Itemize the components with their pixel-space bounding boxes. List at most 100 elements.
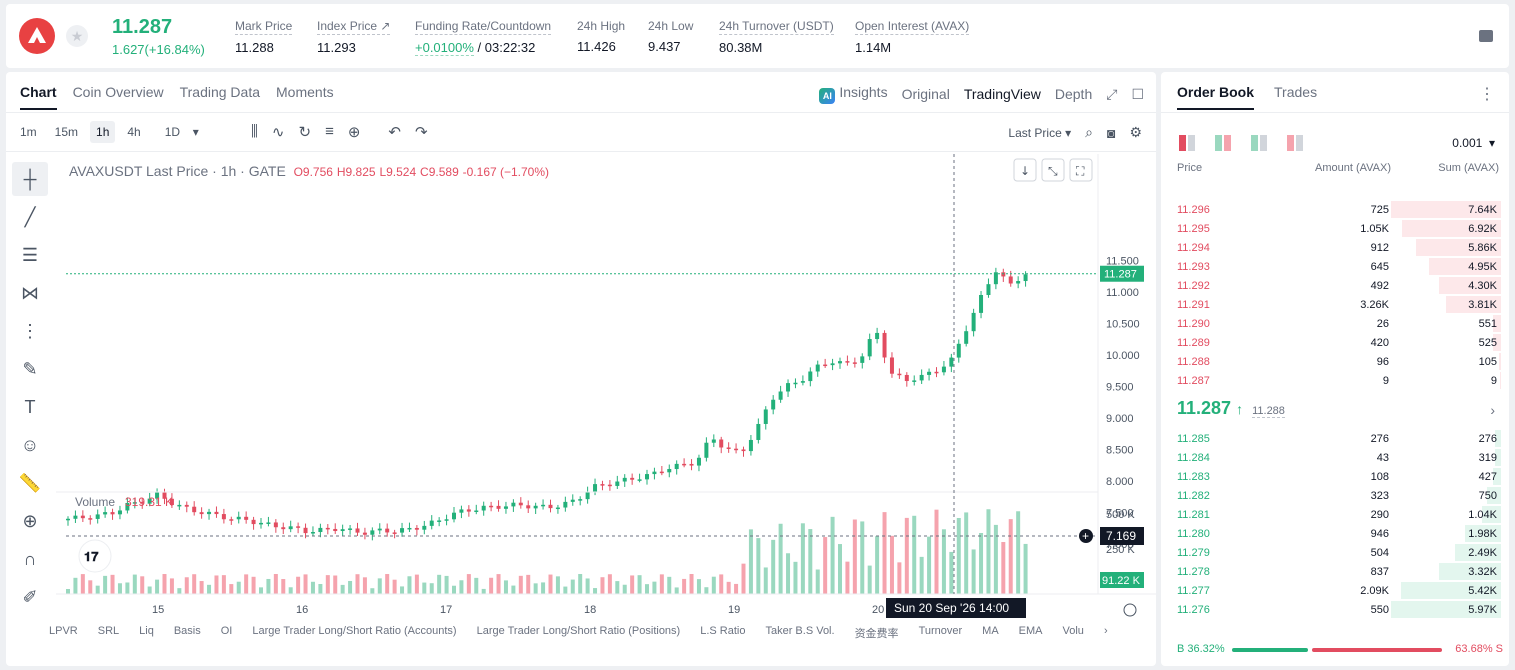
sum: 3.32K xyxy=(1468,566,1497,578)
bid-row[interactable]: 11.281 290 1.04K xyxy=(1161,505,1509,524)
timeframe-1h[interactable]: 1h xyxy=(90,121,116,143)
tab-coin-overview[interactable]: Coin Overview xyxy=(72,84,164,100)
ask-row[interactable]: 11.291 3.26K 3.81K xyxy=(1161,295,1509,314)
search-icon[interactable]: ⌕ xyxy=(1085,124,1093,140)
ai-icon: AI xyxy=(819,88,836,104)
volume-bar xyxy=(437,574,442,594)
undo-icon[interactable]: ↶ xyxy=(388,124,401,141)
tab-trades[interactable]: Trades xyxy=(1274,84,1318,100)
crosshair-icon[interactable]: ┼ xyxy=(12,162,48,196)
tab-original[interactable]: Original xyxy=(901,86,950,102)
precision-select[interactable]: 0.001 ▾ xyxy=(1452,136,1495,150)
replay-icon[interactable]: ↻ xyxy=(298,124,312,141)
timeframe-15m[interactable]: 15m xyxy=(54,125,79,139)
camera-icon[interactable]: ◙ xyxy=(1106,124,1116,141)
bid-row[interactable]: 11.279 504 2.49K xyxy=(1161,543,1509,562)
view-asks-icon[interactable] xyxy=(1287,135,1303,151)
ask-row[interactable]: 11.290 26 551 xyxy=(1161,314,1509,333)
candle-type-icon[interactable]: ⫼ xyxy=(251,123,258,140)
tab-chart[interactable]: Chart xyxy=(20,84,57,110)
fib-icon[interactable]: ⋮ xyxy=(21,320,39,341)
brush-icon[interactable]: ✎ xyxy=(22,358,38,379)
view-mixed-icon[interactable] xyxy=(1215,135,1231,151)
tab-trading-data[interactable]: Trading Data xyxy=(179,84,261,100)
tab-order-book[interactable]: Order Book xyxy=(1177,84,1255,110)
view-both-icon[interactable] xyxy=(1179,135,1195,151)
indicator-tag[interactable]: EMA xyxy=(1018,625,1043,637)
ask-row[interactable]: 11.287 9 9 xyxy=(1161,371,1509,390)
tab-insights[interactable]: AI Insights xyxy=(819,84,888,104)
favorite-star-icon[interactable]: ★ xyxy=(66,25,88,47)
expand-icon[interactable]: ⤢ xyxy=(1106,85,1118,102)
indicator-tag[interactable]: LPVR xyxy=(49,625,78,637)
redo-icon[interactable]: ↷ xyxy=(414,124,428,141)
indicator-tag[interactable]: Basis xyxy=(173,625,201,637)
scroll-right-icon[interactable]: › xyxy=(1103,625,1108,637)
indicator-tag[interactable]: Large Trader Long/Short Ratio (Positions… xyxy=(476,625,681,637)
price-type-select[interactable]: Last Price ▾ xyxy=(1008,125,1072,140)
indicator-tag[interactable]: SRL xyxy=(97,625,120,637)
indicators-icon[interactable]: ∿ xyxy=(271,124,285,141)
bid-row[interactable]: 11.283 108 427 xyxy=(1161,467,1509,486)
candlestick-chart[interactable]: 11.500 11.000 10.500 10.000 9.500 9.000 8.500 8… xyxy=(56,154,1156,624)
ask-row[interactable]: 11.292 492 4.30K xyxy=(1161,276,1509,295)
volume-bar xyxy=(199,581,204,594)
depth-bar xyxy=(1493,334,1501,351)
trendline-icon[interactable]: ╱ xyxy=(24,206,36,227)
pencil-icon[interactable]: ✐ xyxy=(22,586,38,607)
horizontal-lines-icon[interactable]: ☰ xyxy=(21,244,39,265)
zoom-in-icon[interactable]: ⊕ xyxy=(22,510,38,531)
gear-icon[interactable]: ⚙ xyxy=(1129,124,1142,140)
add-alert-icon[interactable]: ⊕ xyxy=(347,124,361,141)
bid-row[interactable]: 11.282 323 750 xyxy=(1161,486,1509,505)
timeframe-4h[interactable]: 4h xyxy=(127,125,141,139)
pattern-icon[interactable]: ⋈ xyxy=(21,282,39,303)
candle-body xyxy=(169,498,174,506)
bid-row[interactable]: 11.284 43 319 xyxy=(1161,448,1509,467)
bid-row[interactable]: 11.276 550 5.97K xyxy=(1161,600,1509,619)
more-icon[interactable]: ⋮ xyxy=(1479,86,1495,103)
window-icon[interactable]: ☐ xyxy=(1131,85,1144,102)
templates-icon[interactable]: ≡ xyxy=(325,123,334,140)
index-price-stat[interactable]: Index Price ↗ 11.293 xyxy=(317,19,391,55)
indicator-tag[interactable]: Liq xyxy=(139,625,154,637)
magnet-icon[interactable]: ∩ xyxy=(23,548,37,569)
candle-body xyxy=(162,492,167,499)
indicator-tag[interactable]: Large Trader Long/Short Ratio (Accounts) xyxy=(252,625,457,637)
indicator-tag[interactable]: Taker B.S Vol. xyxy=(765,625,835,637)
sum: 319 xyxy=(1478,452,1497,464)
view-bids-icon[interactable] xyxy=(1251,135,1267,151)
indicator-tag[interactable]: Turnover xyxy=(918,625,963,637)
bid-row[interactable]: 11.280 946 1.98K xyxy=(1161,524,1509,543)
text-icon[interactable]: T xyxy=(24,396,36,417)
timeframe-1m[interactable]: 1m xyxy=(20,125,37,139)
volume-bar xyxy=(444,575,449,594)
tab-depth[interactable]: Depth xyxy=(1054,86,1093,102)
guide-book-icon[interactable] xyxy=(1479,30,1493,42)
bid-row[interactable]: 11.277 2.09K 5.42K xyxy=(1161,581,1509,600)
ask-row[interactable]: 11.293 645 4.95K xyxy=(1161,257,1509,276)
bid-row[interactable]: 11.285 276 276 xyxy=(1161,429,1509,448)
ask-row[interactable]: 11.296 725 7.64K xyxy=(1161,200,1509,219)
emoji-icon[interactable]: ☺ xyxy=(20,434,40,455)
volume-bar xyxy=(919,556,924,594)
candle-body xyxy=(310,532,315,534)
indicator-tag[interactable]: Volu xyxy=(1062,625,1084,637)
indicator-tag[interactable]: 资金费率 xyxy=(854,628,899,640)
ask-row[interactable]: 11.294 912 5.86K xyxy=(1161,238,1509,257)
tab-tradingview[interactable]: TradingView xyxy=(963,86,1041,102)
tab-moments[interactable]: Moments xyxy=(276,84,334,100)
mark-price-stat: Mark Price 11.288 xyxy=(235,19,293,55)
indicator-tag[interactable]: L.S Ratio xyxy=(700,625,746,637)
ask-row[interactable]: 11.295 1.05K 6.92K xyxy=(1161,219,1509,238)
indicator-tag[interactable]: OI xyxy=(220,625,233,637)
ruler-icon[interactable]: 📏 xyxy=(18,472,42,493)
indicator-tag[interactable]: MA xyxy=(982,625,999,637)
timeframe-1d[interactable]: 1D ▾ xyxy=(164,125,199,139)
sum: 5.97K xyxy=(1468,604,1497,616)
bid-row[interactable]: 11.278 837 3.32K xyxy=(1161,562,1509,581)
y-tick-label: 11.000 xyxy=(1106,287,1139,299)
ask-row[interactable]: 11.289 420 525 xyxy=(1161,333,1509,352)
chevron-right-icon[interactable]: › xyxy=(1490,402,1495,418)
ask-row[interactable]: 11.288 96 105 xyxy=(1161,352,1509,371)
